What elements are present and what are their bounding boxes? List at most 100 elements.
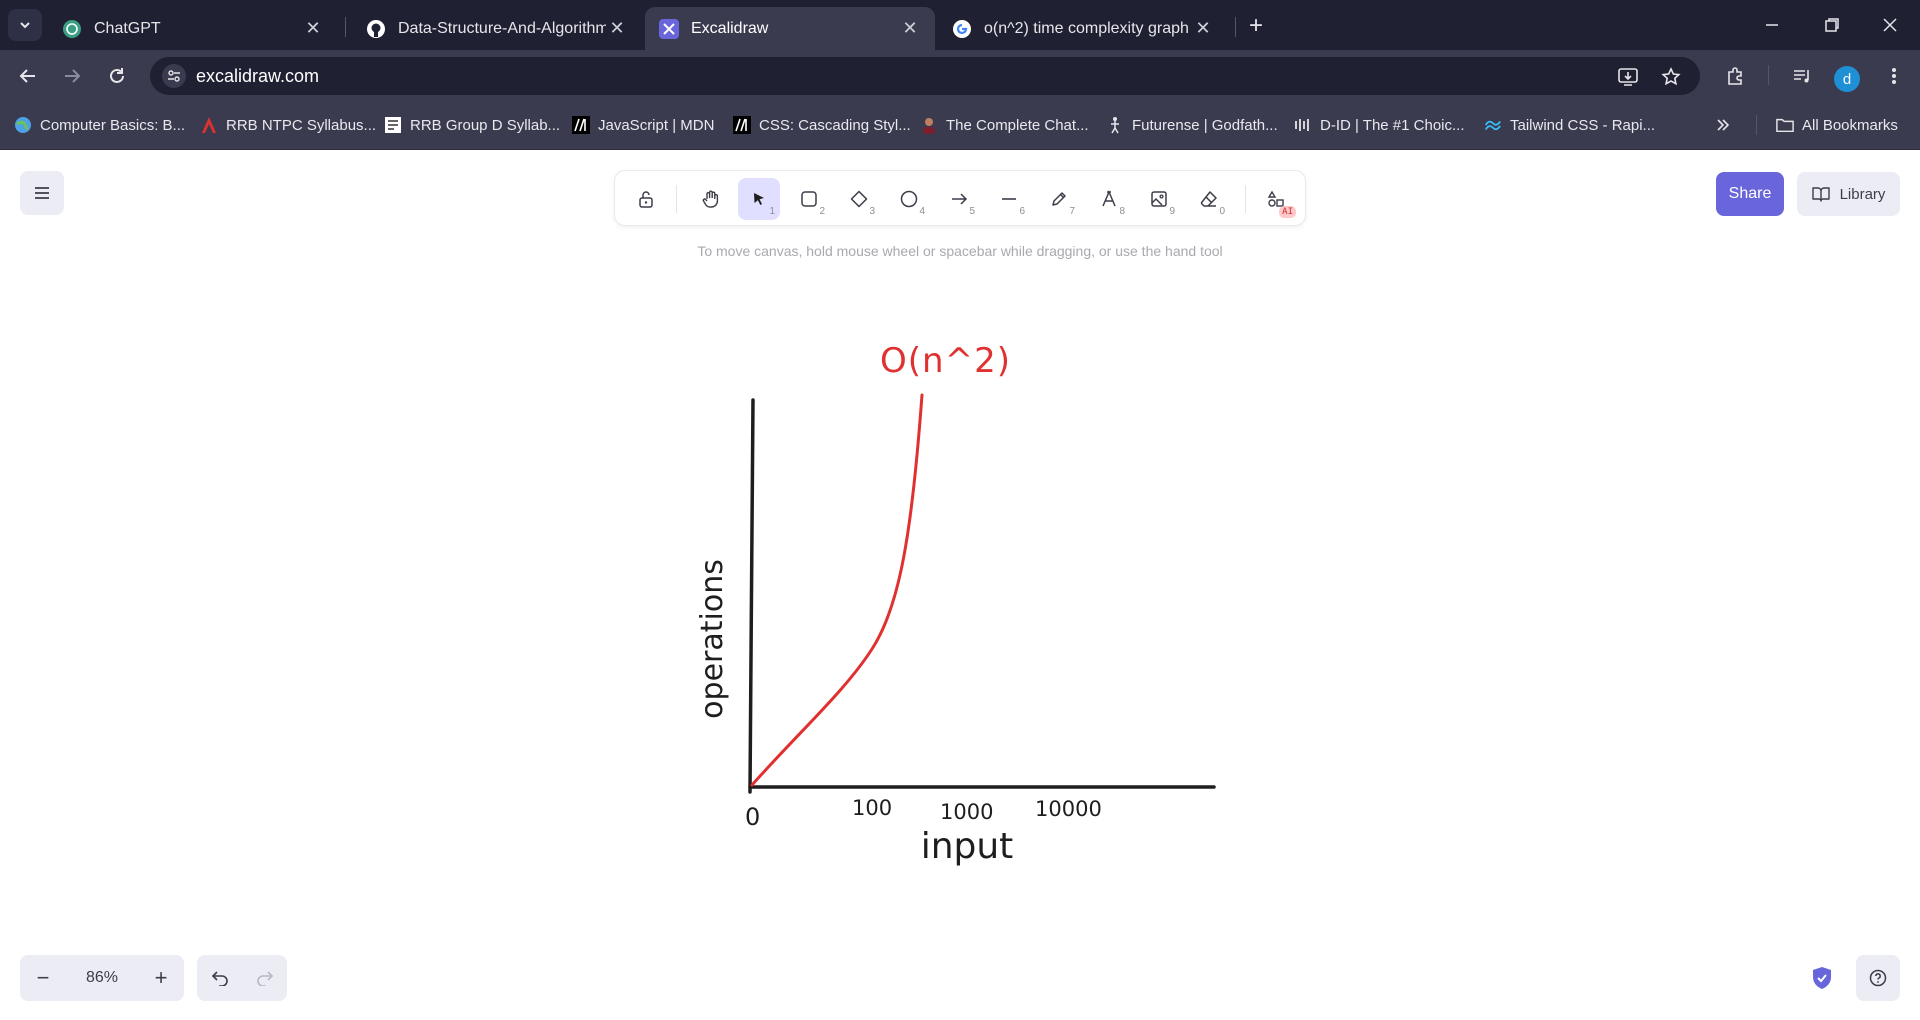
more-tools-button[interactable]: AI xyxy=(1255,178,1297,220)
reload-button[interactable] xyxy=(101,60,133,92)
arrow-tool-button[interactable]: 5 xyxy=(938,178,980,220)
close-icon[interactable]: ✕ xyxy=(902,18,918,38)
tab-chatgpt[interactable]: ChatGPT ✕ xyxy=(48,7,338,50)
new-tab-button[interactable]: + xyxy=(1248,12,1263,39)
tab-github[interactable]: Data-Structure-And-Algorithm/ ✕ xyxy=(352,7,642,50)
curve-label[interactable]: O(n^2) xyxy=(880,341,1011,381)
shapes-icon xyxy=(1267,190,1284,207)
url-text[interactable]: excalidraw.com xyxy=(196,66,320,86)
address-bar[interactable]: excalidraw.com xyxy=(150,57,1700,95)
more-bookmarks-button[interactable] xyxy=(1716,113,1730,137)
undo-icon xyxy=(211,971,228,986)
library-button[interactable]: Library xyxy=(1797,172,1900,216)
browser-tab-bar: ChatGPT ✕ Data-Structure-And-Algorithm/ … xyxy=(0,0,1920,50)
browser-nav-bar: excalidraw.com xyxy=(0,50,1920,100)
mdn-icon xyxy=(733,116,751,134)
x-tick-label[interactable]: 100 xyxy=(852,796,892,820)
ai-badge: AI xyxy=(1279,206,1296,218)
draw-tool-button[interactable]: 7 xyxy=(1038,178,1080,220)
bookmark-item[interactable]: CSS: Cascading Styl... xyxy=(733,113,911,137)
chatgpt-icon xyxy=(62,19,82,39)
share-button[interactable]: Share xyxy=(1716,172,1784,216)
bookmark-star-icon[interactable] xyxy=(1658,64,1684,90)
toolbar-divider xyxy=(676,185,677,213)
zoom-level[interactable]: 86% xyxy=(85,969,119,986)
selection-tool-button[interactable]: 1 xyxy=(738,178,780,220)
figure-icon xyxy=(1106,116,1124,134)
bookmark-item[interactable]: RRB Group D Syllab... xyxy=(384,113,560,137)
bookmark-item[interactable]: D-ID | The #1 Choic... xyxy=(1294,113,1465,137)
minimize-button[interactable] xyxy=(1752,10,1792,40)
diamond-icon xyxy=(850,190,868,208)
hamburger-icon xyxy=(35,187,49,199)
line-icon xyxy=(1002,198,1016,200)
x-tick-label[interactable]: 10000 xyxy=(1035,797,1102,821)
eraser-tool-button[interactable]: 0 xyxy=(1188,178,1230,220)
tab-divider xyxy=(1235,17,1236,37)
encryption-shield-icon[interactable] xyxy=(1806,962,1838,994)
site-settings-icon[interactable] xyxy=(162,64,186,88)
install-app-icon[interactable] xyxy=(1616,64,1642,90)
profile-avatar[interactable]: d xyxy=(1834,66,1860,92)
x-tick-label[interactable]: 1000 xyxy=(940,800,993,824)
lock-tool-button[interactable] xyxy=(625,178,667,220)
y-axis-line[interactable] xyxy=(748,398,755,794)
x-axis-label[interactable]: input xyxy=(921,826,1014,867)
bookmark-item[interactable]: RRB NTPC Syllabus... xyxy=(200,113,376,137)
rectangle-tool-button[interactable]: 2 xyxy=(788,178,830,220)
hand-tool-button[interactable] xyxy=(690,178,732,220)
main-menu-button[interactable] xyxy=(20,171,64,215)
bookmark-item[interactable]: Computer Basics: B... xyxy=(14,113,185,137)
extensions-button[interactable] xyxy=(1720,60,1752,92)
cursor-arrow-icon xyxy=(754,193,764,205)
redo-button[interactable] xyxy=(242,955,287,1001)
history-controls xyxy=(197,955,287,1001)
forward-button[interactable] xyxy=(56,60,88,92)
text-tool-button[interactable]: 8 xyxy=(1088,178,1130,220)
tab-google[interactable]: o(n^2) time complexity graph - ✕ xyxy=(938,7,1228,50)
tab-title: o(n^2) time complexity graph - xyxy=(984,19,1192,37)
line-tool-button[interactable]: 6 xyxy=(988,178,1030,220)
image-tool-button[interactable]: 9 xyxy=(1138,178,1180,220)
mdn-icon xyxy=(572,116,590,134)
back-button[interactable] xyxy=(12,60,44,92)
diamond-tool-button[interactable]: 3 xyxy=(838,178,880,220)
github-icon xyxy=(366,19,386,39)
close-icon[interactable]: ✕ xyxy=(1195,18,1211,38)
bookmark-item[interactable]: The Complete Chat... xyxy=(920,113,1089,137)
shape-toolbar: 1 2 3 4 5 6 7 8 xyxy=(615,171,1305,225)
bookmarks-divider xyxy=(1756,115,1757,135)
close-icon[interactable]: ✕ xyxy=(609,18,625,38)
close-window-button[interactable] xyxy=(1870,10,1910,40)
undo-button[interactable] xyxy=(197,955,242,1001)
y-axis-label[interactable]: operations xyxy=(695,559,730,719)
bookmark-item[interactable]: Tailwind CSS - Rapi... xyxy=(1484,113,1655,137)
puzzle-icon xyxy=(1728,67,1742,85)
arrow-right-icon xyxy=(952,193,968,205)
bookmark-item[interactable]: Futurense | Godfath... xyxy=(1106,113,1278,137)
zoom-in-button[interactable]: + xyxy=(154,965,168,990)
x-tick-label[interactable]: 0 xyxy=(745,803,760,831)
book-icon xyxy=(1811,187,1830,202)
hand-icon xyxy=(702,190,719,208)
close-icon xyxy=(1883,18,1897,32)
redo-icon xyxy=(256,971,273,986)
drawing-canvas[interactable]: O(n^2) operations input 0 100 1000 10000 xyxy=(0,151,1920,1020)
help-button[interactable] xyxy=(1856,955,1900,1001)
ellipse-tool-button[interactable]: 4 xyxy=(888,178,930,220)
tab-divider xyxy=(345,17,346,37)
reload-icon xyxy=(110,68,124,83)
quadratic-curve[interactable] xyxy=(750,393,924,787)
all-bookmarks-button[interactable]: All Bookmarks xyxy=(1776,113,1898,137)
browser-menu-button[interactable] xyxy=(1878,60,1910,92)
restore-button[interactable] xyxy=(1812,10,1852,40)
tab-title: Data-Structure-And-Algorithm/ xyxy=(398,19,606,37)
media-control-button[interactable] xyxy=(1786,60,1818,92)
tab-search-button[interactable] xyxy=(8,9,42,41)
tab-title: ChatGPT xyxy=(94,19,161,37)
bookmark-item[interactable]: JavaScript | MDN xyxy=(572,113,714,137)
tab-excalidraw[interactable]: Excalidraw ✕ xyxy=(645,7,935,50)
tab-title: Excalidraw xyxy=(691,19,769,37)
close-icon[interactable]: ✕ xyxy=(305,18,321,38)
zoom-out-button[interactable]: − xyxy=(36,965,50,990)
